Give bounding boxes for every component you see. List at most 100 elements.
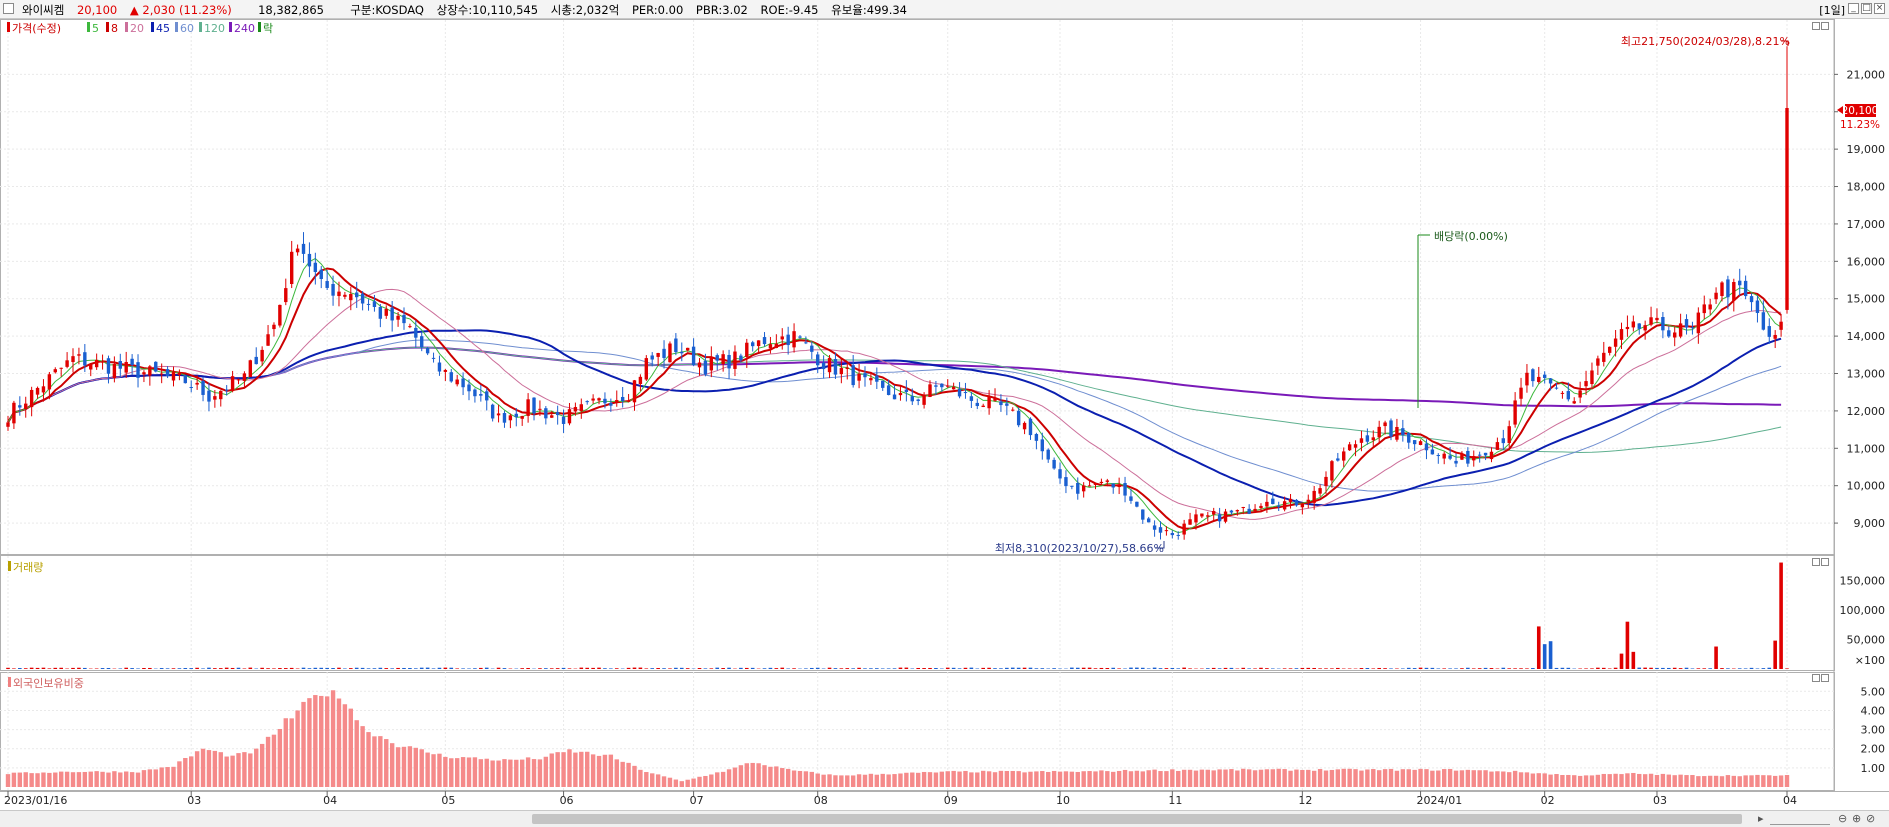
candle-body bbox=[810, 346, 813, 352]
volume-bar bbox=[544, 668, 548, 669]
volume-tick-label: 100,000 bbox=[1840, 604, 1886, 617]
date-tick-label: 02 bbox=[1541, 794, 1555, 807]
volume-tick-label: ×100 bbox=[1855, 654, 1885, 667]
foreign-bar bbox=[1607, 774, 1611, 787]
volume-bar bbox=[899, 668, 903, 669]
volume-max-icon[interactable] bbox=[1813, 559, 1820, 566]
volume-bar bbox=[1708, 668, 1712, 669]
foreign-bar bbox=[1767, 775, 1771, 787]
volume-bar bbox=[1129, 668, 1133, 669]
foreign-close-icon[interactable] bbox=[1822, 675, 1829, 682]
candle-body bbox=[834, 359, 837, 375]
maximize-icon[interactable]: □ bbox=[1861, 3, 1872, 14]
stock-name[interactable]: 와이씨켐 bbox=[22, 3, 64, 17]
candle-body bbox=[1679, 323, 1682, 336]
foreign-bar bbox=[142, 770, 146, 787]
volume-bar bbox=[704, 668, 708, 669]
zoom-slider[interactable] bbox=[1770, 814, 1830, 825]
volume-bar bbox=[1052, 668, 1056, 669]
volume-bar bbox=[1436, 668, 1440, 669]
foreign-max-icon[interactable] bbox=[1813, 675, 1820, 682]
stock-chart[interactable]: 9,00010,00011,00012,00013,00014,00015,00… bbox=[0, 19, 1889, 809]
volume-bar bbox=[1478, 668, 1482, 669]
scroll-thumb[interactable] bbox=[532, 814, 1742, 824]
volume-bar bbox=[1626, 622, 1630, 669]
close-icon[interactable]: × bbox=[1874, 3, 1885, 14]
period-selector[interactable]: [1일] bbox=[1819, 2, 1845, 18]
volume-close-icon[interactable] bbox=[1822, 559, 1829, 566]
roe-value: ROE:-9.45 bbox=[761, 3, 819, 17]
volume-bar bbox=[1336, 668, 1340, 669]
foreign-bar bbox=[1152, 770, 1156, 787]
candle-body bbox=[1224, 512, 1227, 522]
candle-body bbox=[432, 358, 435, 359]
zoom-in-icon[interactable]: ⊕ bbox=[1852, 812, 1861, 825]
volume-bar bbox=[739, 668, 743, 669]
foreign-bar bbox=[431, 754, 435, 787]
volume-bar bbox=[1448, 668, 1452, 669]
zoom-out-icon[interactable]: ⊖ bbox=[1838, 812, 1847, 825]
volume-bar bbox=[396, 668, 400, 669]
foreign-bar bbox=[1076, 772, 1080, 787]
volume-bar bbox=[1029, 668, 1033, 669]
candle-body bbox=[402, 315, 405, 323]
horizontal-scrollbar[interactable]: ▸ ⊖ ⊕ ⊘ bbox=[0, 810, 1889, 827]
foreign-bar bbox=[1489, 772, 1493, 787]
foreign-bar bbox=[1678, 775, 1682, 787]
volume-tick-label: 150,000 bbox=[1840, 574, 1886, 587]
volume-bar bbox=[1590, 668, 1594, 669]
candle-body bbox=[621, 397, 624, 401]
foreign-bar bbox=[1359, 771, 1363, 787]
legend-ma45: 45 bbox=[156, 22, 170, 35]
candle-body bbox=[438, 363, 441, 372]
candle-body bbox=[1206, 515, 1209, 516]
foreign-bar bbox=[1353, 769, 1357, 787]
volume-bar bbox=[1188, 668, 1192, 669]
date-tick-label: 09 bbox=[944, 794, 958, 807]
stock-info-bar: 와이씨켐 20,100 ▲ 2,030 (11.23%) 18,382,865 … bbox=[0, 0, 1889, 19]
candle-body bbox=[1082, 485, 1085, 491]
foreign-bar bbox=[881, 774, 885, 787]
candle-body bbox=[1194, 514, 1197, 522]
volume-bar bbox=[1697, 668, 1701, 669]
candle-body bbox=[916, 399, 919, 400]
foreign-bar bbox=[999, 771, 1003, 787]
candle-body bbox=[1377, 427, 1380, 437]
volume-bar bbox=[1377, 668, 1381, 669]
volume-bar bbox=[1667, 668, 1671, 669]
foreign-bar bbox=[136, 773, 140, 787]
candle-body bbox=[1017, 411, 1020, 425]
foreign-bar bbox=[219, 752, 223, 787]
volume-bar bbox=[1106, 668, 1110, 669]
foreign-bar bbox=[810, 772, 814, 787]
foreign-bar bbox=[1761, 775, 1765, 787]
volume-bar bbox=[887, 668, 891, 669]
volume-bar bbox=[390, 668, 394, 669]
candle-body bbox=[769, 344, 772, 348]
foreign-bar bbox=[756, 763, 760, 787]
panel-max-icon[interactable] bbox=[1813, 23, 1820, 30]
price-tick-label: 17,000 bbox=[1847, 218, 1886, 231]
candle-body bbox=[142, 372, 145, 374]
minimize-icon[interactable]: _ bbox=[1848, 3, 1859, 14]
foreign-bar bbox=[1619, 774, 1623, 787]
panel-close-icon[interactable] bbox=[1822, 23, 1829, 30]
foreign-bar bbox=[1141, 771, 1145, 787]
volume-bar bbox=[1602, 668, 1606, 669]
price-tick-label: 12,000 bbox=[1847, 405, 1886, 418]
volume-bar bbox=[1076, 668, 1080, 669]
foreign-bar bbox=[721, 772, 725, 787]
scroll-right-icon[interactable]: ▸ bbox=[1758, 812, 1764, 825]
window-icon[interactable] bbox=[3, 3, 14, 14]
candle-body bbox=[1395, 427, 1398, 440]
volume-bar bbox=[1306, 668, 1310, 669]
foreign-bar bbox=[1176, 771, 1180, 787]
candle-body bbox=[999, 401, 1002, 405]
zoom-reset-icon[interactable]: ⊘ bbox=[1866, 812, 1875, 825]
foreign-bar bbox=[1200, 770, 1204, 787]
candle-body bbox=[255, 357, 258, 364]
foreign-bar bbox=[668, 778, 672, 787]
foreign-bar bbox=[538, 759, 542, 787]
foreign-bar bbox=[1371, 769, 1375, 787]
legend-ma20: 20 bbox=[130, 22, 144, 35]
